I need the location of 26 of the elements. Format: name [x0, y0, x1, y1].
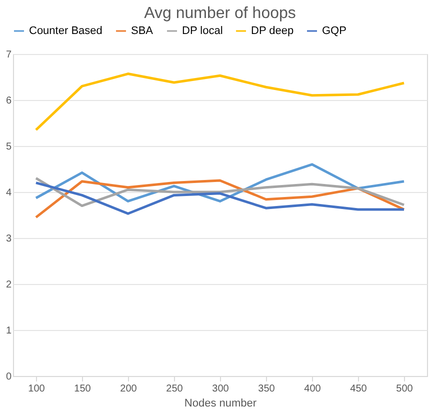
y-tick-label: 3 [6, 234, 12, 244]
chart-title: Avg number of hoops [144, 5, 296, 22]
legend-label: SBA [131, 25, 154, 37]
y-tick-label: 2 [6, 280, 12, 290]
line-series [34, 176, 406, 208]
y-tick-label: 5 [6, 142, 12, 152]
legend-label: Counter Based [29, 25, 102, 37]
x-tick-label: 350 [258, 384, 276, 394]
legend-label: GQP [322, 25, 346, 37]
y-tick-label: 7 [6, 50, 12, 60]
x-axis-title: Nodes number [184, 398, 257, 410]
x-tick-label: 300 [212, 384, 230, 394]
y-tick-label: 1 [6, 326, 12, 336]
x-tick-label: 100 [28, 384, 46, 394]
x-tick-label: 150 [74, 384, 92, 394]
y-tick-label: 0 [6, 372, 12, 382]
legend-label: DP deep [251, 25, 294, 37]
x-tick-label: 450 [350, 384, 368, 394]
x-tick-label: 400 [304, 384, 322, 394]
x-tick-label: 500 [396, 384, 414, 394]
y-tick-label: 4 [6, 188, 12, 198]
line-series [34, 72, 406, 132]
x-tick-label: 200 [120, 384, 138, 394]
x-tick-label: 250 [166, 384, 184, 394]
legend-label: DP local [182, 25, 223, 37]
y-tick-label: 6 [6, 96, 12, 106]
